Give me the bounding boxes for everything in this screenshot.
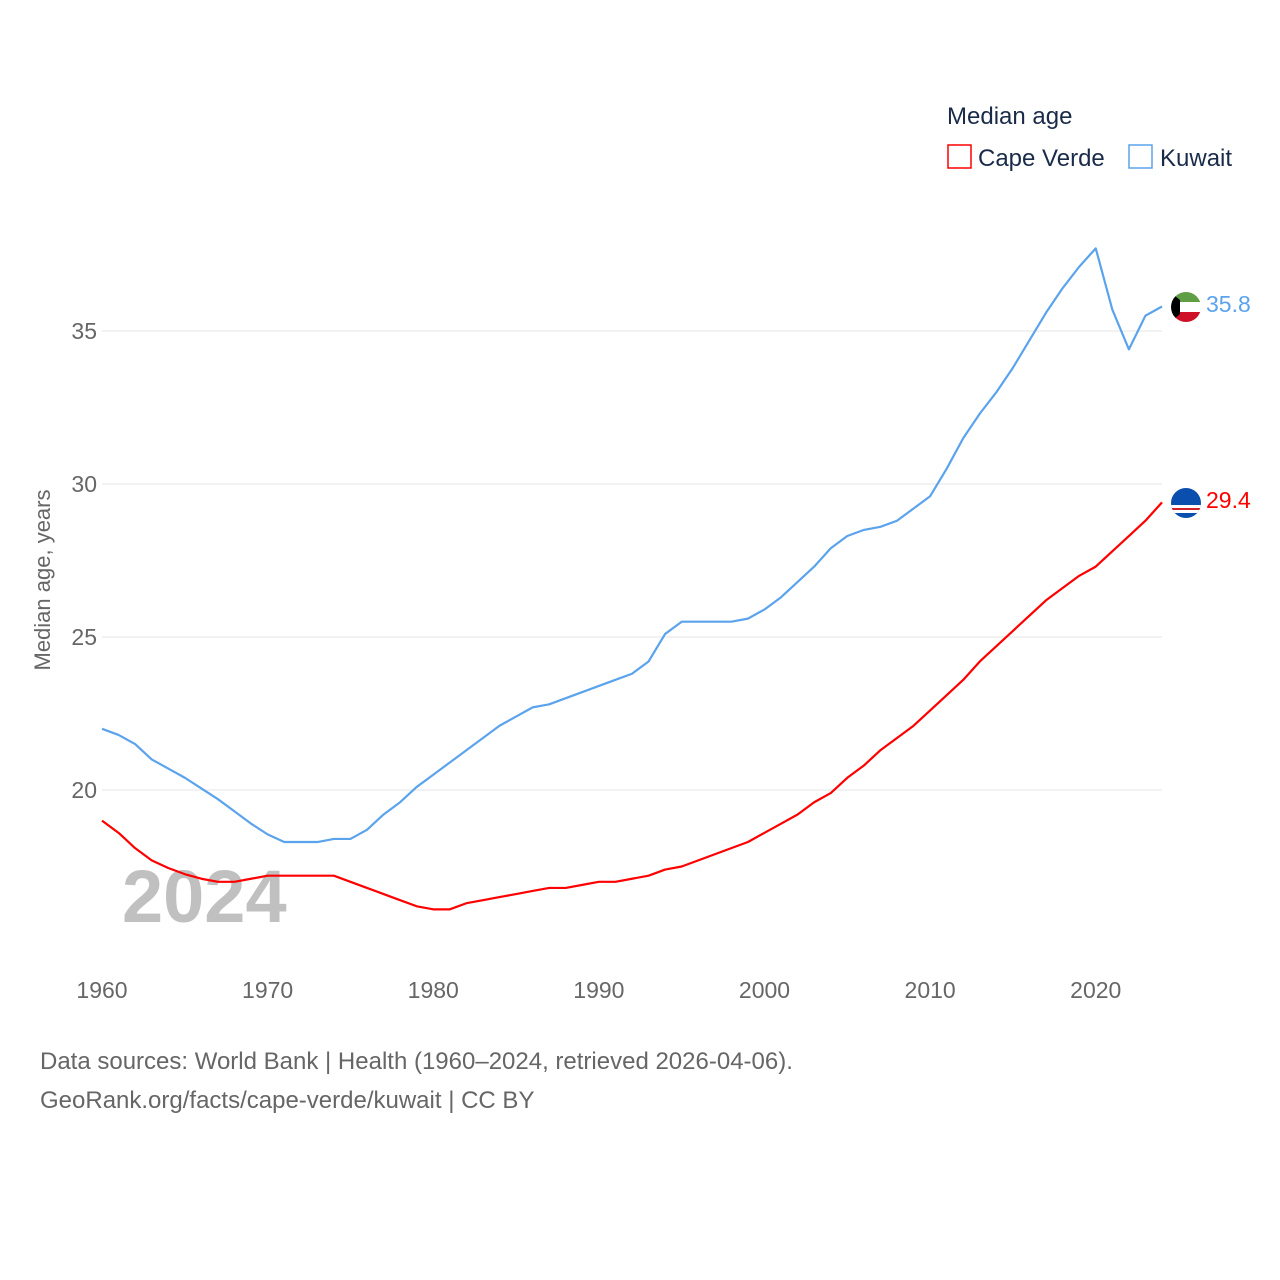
- legend-title: Median age: [947, 103, 1072, 130]
- x-tick-label: 1970: [242, 977, 293, 1003]
- kuwait-flag-icon: [1171, 292, 1201, 322]
- x-tick-label: 2000: [739, 977, 790, 1003]
- kuwait-end-value: 35.8: [1206, 291, 1251, 317]
- y-axis-label: Median age, years: [30, 490, 55, 671]
- y-tick-label: 20: [71, 777, 97, 803]
- legend-label-cape-verde[interactable]: Cape Verde: [978, 145, 1105, 172]
- legend: Median age Cape Verde Kuwait: [947, 103, 1232, 172]
- x-tick-label: 2010: [905, 977, 956, 1003]
- y-tick-label: 25: [71, 624, 97, 650]
- x-tick-label: 2020: [1070, 977, 1121, 1003]
- legend-label-kuwait[interactable]: Kuwait: [1160, 145, 1232, 172]
- legend-swatch-kuwait[interactable]: [1128, 144, 1153, 169]
- x-tick-label: 1990: [573, 977, 624, 1003]
- cape-verde-flag-icon: [1171, 488, 1201, 518]
- legend-swatch-cape-verde[interactable]: [947, 144, 972, 169]
- x-tick-label: 1980: [408, 977, 459, 1003]
- cape-verde-end-value: 29.4: [1206, 487, 1251, 513]
- footer-sources: Data sources: World Bank | Health (1960–…: [40, 1048, 793, 1075]
- x-tick-label: 1960: [76, 977, 127, 1003]
- y-tick-label: 30: [71, 471, 97, 497]
- year-watermark: 2024: [122, 855, 287, 938]
- series-line-cape-verde[interactable]: [101, 501, 1163, 911]
- footer-link[interactable]: GeoRank.org/facts/cape-verde/kuwait | CC…: [40, 1087, 534, 1114]
- series-line-kuwait[interactable]: [101, 247, 1163, 844]
- y-tick-label: 35: [71, 318, 97, 344]
